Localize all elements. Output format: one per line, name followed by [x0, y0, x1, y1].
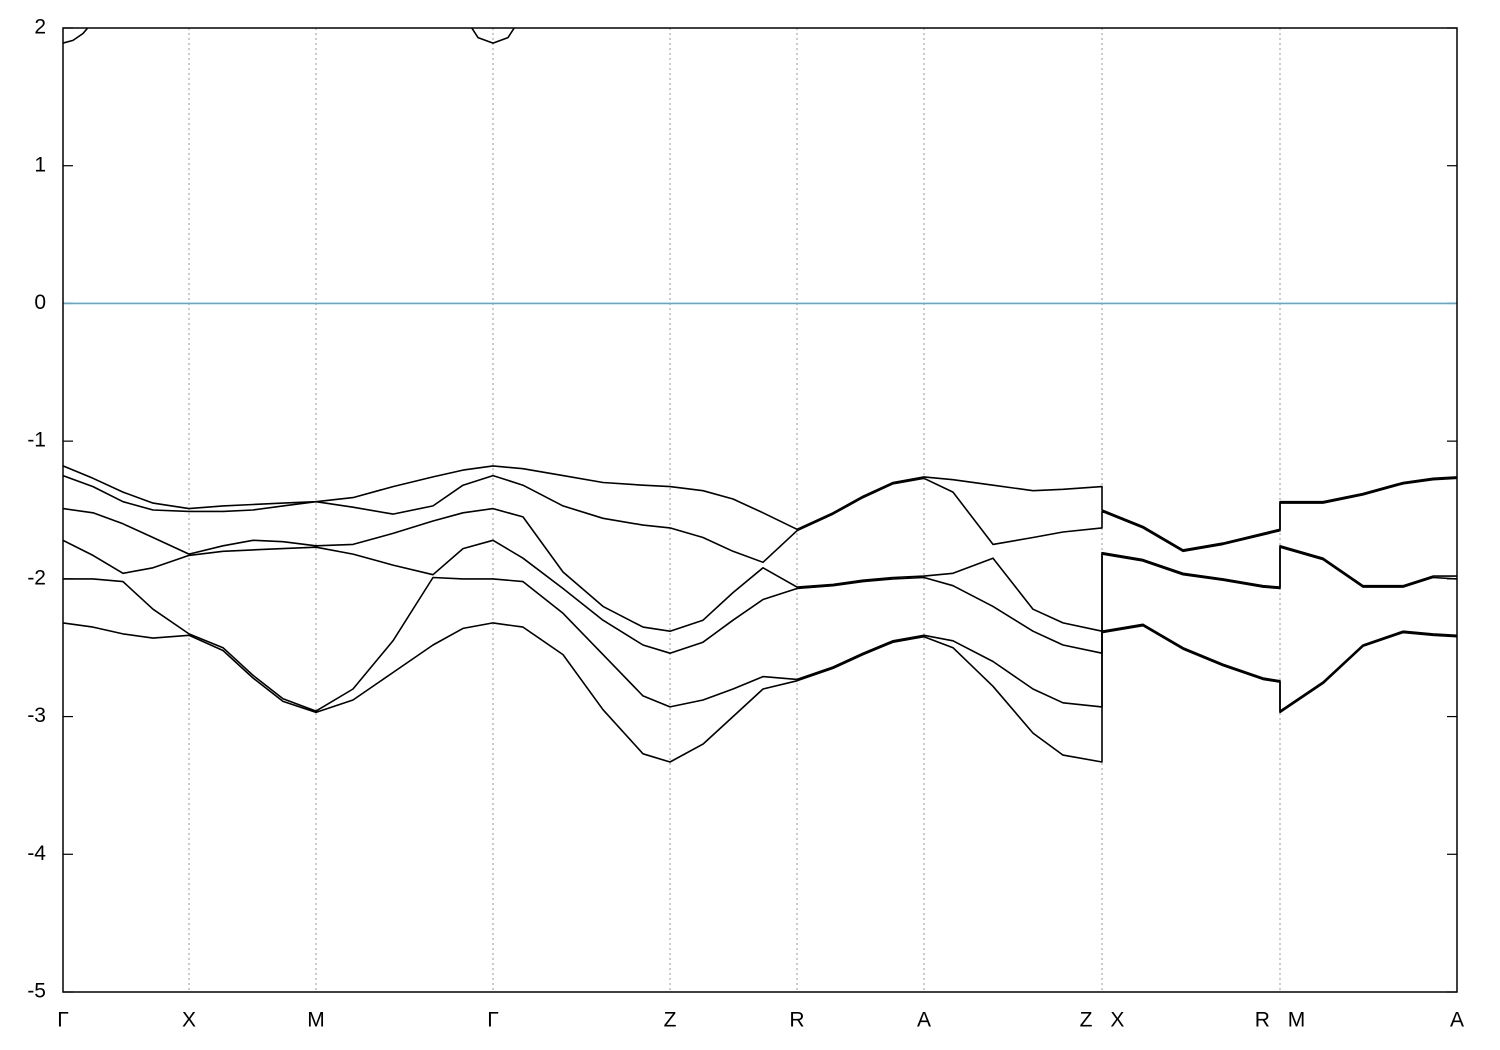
- band-line: [63, 474, 1457, 564]
- x-tick-label: R M: [1255, 1009, 1306, 1032]
- y-tick-label: 2: [34, 16, 46, 39]
- labels: -5 -4 -3 -2 -1 0 1 2 Γ X M Γ Z R A Z X R M A: [27, 16, 1464, 1032]
- band-line: [63, 622, 1457, 763]
- x-tick-label: Z: [664, 1009, 677, 1032]
- band-line: [63, 465, 1457, 551]
- x-tick-label: Γ: [487, 1009, 499, 1032]
- x-tick-label: Z X: [1080, 1009, 1125, 1032]
- x-tick-label: A: [1450, 1009, 1464, 1032]
- x-tick-label: Γ: [57, 1009, 69, 1032]
- grid: [62, 27, 1458, 993]
- y-tick-label: -2: [27, 566, 46, 589]
- y-tick-label: 0: [34, 291, 46, 314]
- y-tick-label: -3: [27, 704, 46, 727]
- x-tick-label: X: [182, 1009, 196, 1032]
- y-tick-label: 1: [34, 153, 46, 176]
- y-tick-label: -1: [27, 429, 46, 452]
- x-tick-label: M: [307, 1009, 325, 1032]
- x-tick-label: R: [789, 1009, 804, 1032]
- plot-frame: [62, 27, 1458, 993]
- x-tick-label: A: [917, 1009, 931, 1032]
- y-tick-label: -5: [27, 980, 46, 1003]
- band-line: [63, 576, 1457, 712]
- band-line: [63, 539, 1457, 654]
- band-line: [63, 28, 516, 44]
- bands: [63, 28, 1457, 763]
- band-line: [63, 507, 1457, 632]
- y-tick-label: -4: [27, 842, 46, 865]
